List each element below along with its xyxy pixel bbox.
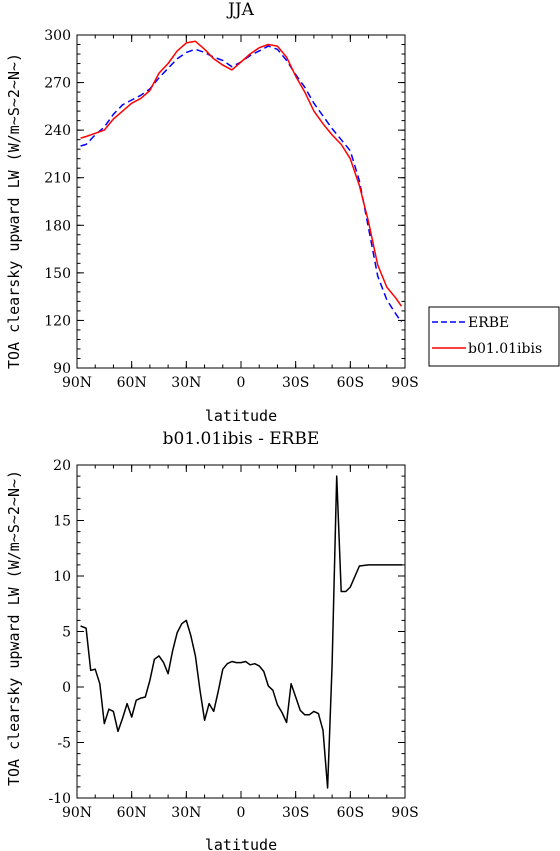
top-ytick-label: 270 — [44, 76, 71, 92]
top-plot-frame — [76, 34, 406, 369]
legend-label-erbe: ERBE — [468, 315, 509, 331]
bottom-ytick-label: 15 — [53, 514, 71, 530]
bottom-xtick-label: 60S — [337, 805, 364, 821]
top-chart-xlabel: latitude — [205, 407, 277, 425]
bottom-xtick-label: 90N — [62, 805, 92, 821]
bottom-chart-ylabel: TOA clearsky upward LW (W/m~S~2~N~) — [5, 470, 23, 786]
bottom-ytick-label: -5 — [57, 736, 71, 752]
top-chart-legend: ERBE b01.01ibis — [428, 306, 560, 367]
top-chart: 90N 60N 30N 0 30S 60S 90S 300 270 240 210 180 150 120… — [44, 28, 418, 391]
legend-box — [428, 306, 560, 367]
top-ytick-label: 240 — [44, 123, 71, 139]
top-ytick-label: 180 — [44, 218, 71, 234]
bottom-ytick-label: 20 — [53, 458, 71, 474]
bottom-xtick-label: 90S — [391, 805, 418, 821]
top-xtick-label: 0 — [237, 375, 246, 391]
bottom-xtick-label: 30N — [171, 805, 201, 821]
bottom-chart: 90N 60N 30N 0 30S 60S 90S 20 15 10 5 0 -5 -10 — [48, 458, 418, 821]
bottom-series-line-difference — [80, 475, 403, 789]
bottom-chart-xlabel: latitude — [205, 836, 277, 851]
top-xtick-label: 90N — [62, 375, 92, 391]
legend-label-model: b01.01ibis — [468, 341, 542, 357]
bottom-plot-frame — [76, 464, 406, 799]
top-series-line-erbe — [80, 45, 403, 323]
bottom-chart-title: b01.01ibis - ERBE — [163, 429, 320, 449]
top-ytick-label: 120 — [44, 313, 71, 329]
top-ytick-label: 150 — [44, 266, 71, 282]
bottom-ytick-label: 5 — [62, 625, 71, 641]
bottom-ytick-label: 0 — [62, 680, 71, 696]
bottom-ytick-label: -10 — [48, 791, 71, 807]
top-chart-ylabel: TOA clearsky upward LW (W/m~S~2~N~) — [5, 53, 23, 369]
top-xtick-label: 30N — [171, 375, 201, 391]
top-xtick-label: 60N — [117, 375, 147, 391]
top-ytick-label: 300 — [44, 28, 71, 44]
bottom-xtick-label: 60N — [117, 805, 147, 821]
top-ytick-label: 90 — [53, 361, 71, 377]
bottom-ytick-label: 10 — [53, 569, 71, 585]
top-xtick-label: 60S — [337, 375, 364, 391]
top-xtick-label: 30S — [282, 375, 309, 391]
top-chart-title: JJA — [226, 0, 255, 20]
top-series-line-b01-01ibis — [80, 40, 403, 307]
top-xtick-label: 90S — [391, 375, 418, 391]
top-ytick-label: 210 — [44, 171, 71, 187]
bottom-xtick-label: 0 — [237, 805, 246, 821]
bottom-xtick-label: 30S — [282, 805, 309, 821]
